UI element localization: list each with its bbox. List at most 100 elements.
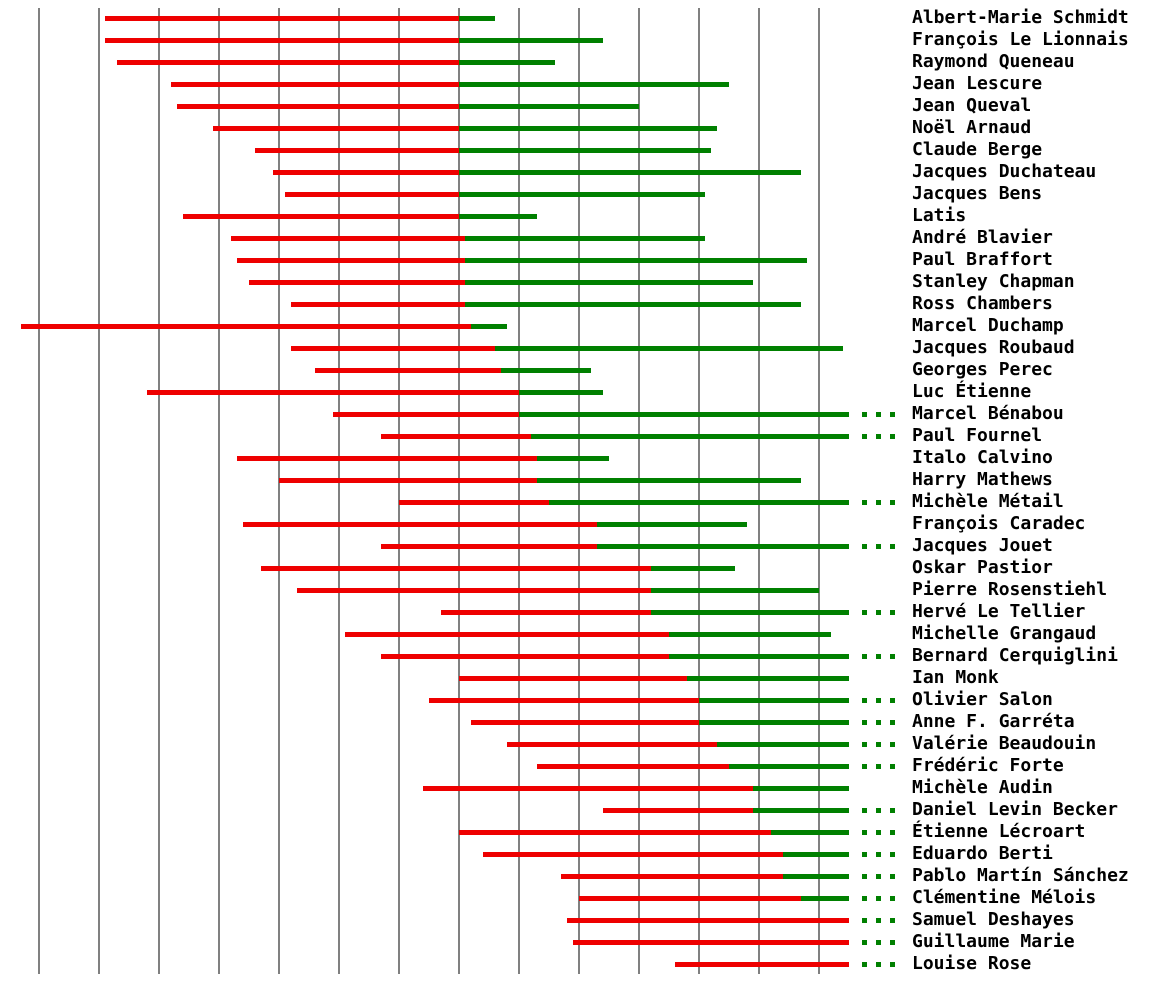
member-name: Georges Perec (912, 359, 1053, 380)
member-name: Pablo Martín Sánchez (912, 865, 1129, 886)
member-name: Noël Arnaud (912, 117, 1032, 138)
pre-membership-bar (603, 808, 753, 813)
membership-bar (651, 588, 819, 593)
pre-membership-bar (21, 324, 471, 329)
pre-membership-bar (291, 302, 465, 307)
member-name: François Le Lionnais (912, 29, 1129, 50)
pre-membership-bar (381, 544, 597, 549)
gridline-1980 (578, 8, 580, 974)
member-name: Jean Queval (912, 95, 1032, 116)
ongoing-dot (862, 808, 867, 813)
pre-membership-bar (183, 214, 459, 219)
pre-membership-bar (567, 918, 849, 923)
ongoing-dot (876, 544, 881, 549)
membership-bar (459, 126, 717, 131)
ongoing-dot (862, 698, 867, 703)
member-name: Frédéric Forte (912, 755, 1064, 776)
membership-bar (783, 874, 849, 879)
membership-bar (537, 478, 801, 483)
ongoing-dot (876, 918, 881, 923)
member-name: Jacques Jouet (912, 535, 1053, 556)
member-name: Jean Lescure (912, 73, 1043, 94)
pre-membership-bar (537, 764, 729, 769)
ongoing-dot (876, 830, 881, 835)
member-name: Valérie Beaudouin (912, 733, 1097, 754)
ongoing-dot (876, 698, 881, 703)
ongoing-dot (862, 764, 867, 769)
membership-bar (687, 676, 849, 681)
membership-bar (495, 346, 843, 351)
ongoing-dot (862, 720, 867, 725)
member-name: Marcel Duchamp (912, 315, 1064, 336)
membership-bar (699, 698, 849, 703)
gridline-1900 (98, 8, 100, 974)
member-name: Pierre Rosenstiehl (912, 579, 1108, 600)
member-name: Samuel Deshayes (912, 909, 1075, 930)
gridline-1970 (518, 8, 520, 974)
ongoing-dot (876, 962, 881, 967)
ongoing-dot (890, 610, 895, 615)
member-name: Eduardo Berti (912, 843, 1053, 864)
gridline-1890 (38, 8, 40, 974)
member-name: Claude Berge (912, 139, 1043, 160)
ongoing-dot (876, 940, 881, 945)
membership-bar (651, 566, 735, 571)
ongoing-dot (862, 742, 867, 747)
member-name: André Blavier (912, 227, 1053, 248)
membership-bar (519, 390, 603, 395)
pre-membership-bar (483, 852, 783, 857)
member-name: Étienne Lécroart (912, 821, 1086, 842)
gridline-1940 (338, 8, 340, 974)
member-name: Hervé Le Tellier (912, 601, 1086, 622)
ongoing-dot (890, 654, 895, 659)
ongoing-dot (890, 500, 895, 505)
member-name: Daniel Levin Becker (912, 799, 1118, 820)
membership-bar (669, 632, 831, 637)
ongoing-dot (876, 434, 881, 439)
pre-membership-bar (675, 962, 849, 967)
pre-membership-bar (471, 720, 699, 725)
member-name: François Caradec (912, 513, 1086, 534)
membership-bar (459, 82, 729, 87)
member-name: Clémentine Mélois (912, 887, 1097, 908)
member-name: Italo Calvino (912, 447, 1053, 468)
ongoing-dot (890, 918, 895, 923)
pre-membership-bar (573, 940, 849, 945)
member-name: Raymond Queneau (912, 51, 1075, 72)
pre-membership-bar (315, 368, 501, 373)
membership-bar (471, 324, 507, 329)
pre-membership-bar (381, 654, 669, 659)
membership-bar (753, 786, 849, 791)
membership-bar (717, 742, 849, 747)
pre-membership-bar (105, 16, 459, 21)
pre-membership-bar (423, 786, 753, 791)
pre-membership-bar (273, 170, 459, 175)
pre-membership-bar (237, 456, 537, 461)
pre-membership-bar (255, 148, 459, 153)
member-name: Guillaume Marie (912, 931, 1075, 952)
membership-bar (597, 544, 849, 549)
member-name: Oskar Pastior (912, 557, 1053, 578)
membership-bar (459, 170, 801, 175)
ongoing-dot (876, 720, 881, 725)
ongoing-dot (890, 940, 895, 945)
pre-membership-bar (291, 346, 495, 351)
gridline-2010 (758, 8, 760, 974)
pre-membership-bar (117, 60, 459, 65)
pre-membership-bar (231, 236, 465, 241)
pre-membership-bar (213, 126, 459, 131)
membership-bar (459, 192, 705, 197)
member-name: Jacques Duchateau (912, 161, 1097, 182)
membership-bar (537, 456, 609, 461)
pre-membership-bar (285, 192, 459, 197)
pre-membership-bar (441, 610, 651, 615)
pre-membership-bar (561, 874, 783, 879)
ongoing-dot (876, 874, 881, 879)
membership-bar (465, 302, 801, 307)
gridline-1950 (398, 8, 400, 974)
membership-bar (459, 104, 639, 109)
member-name: Jacques Roubaud (912, 337, 1075, 358)
member-name: Ross Chambers (912, 293, 1053, 314)
member-name: Bernard Cerquiglini (912, 645, 1118, 666)
